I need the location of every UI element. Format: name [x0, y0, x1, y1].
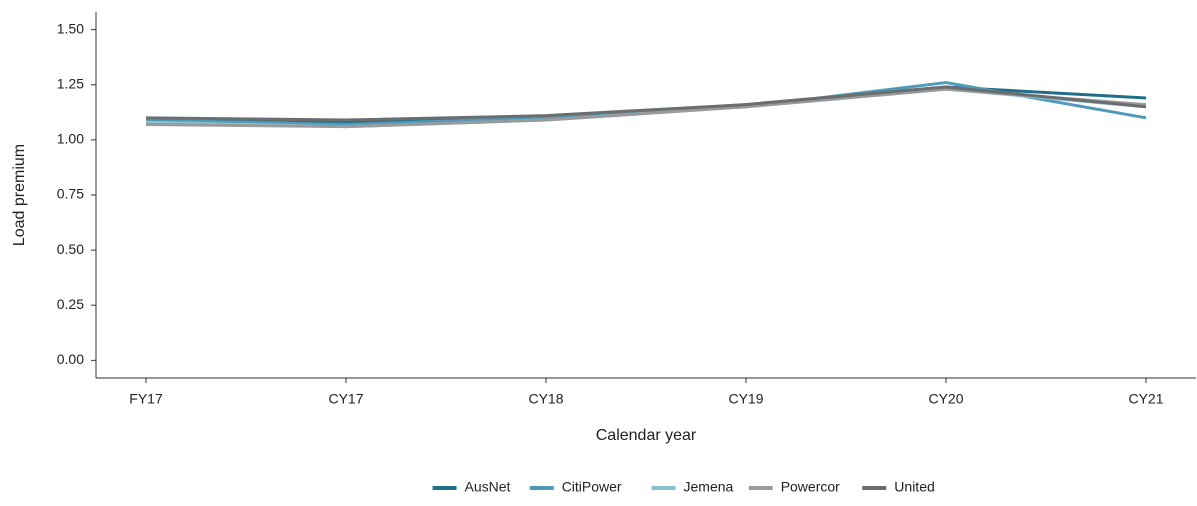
- line-series: [145, 85, 1147, 122]
- x-tick-label: CY20: [928, 391, 963, 407]
- x-tick-label: CY18: [528, 391, 563, 407]
- legend-label: AusNet: [465, 479, 511, 495]
- y-tick-label: 0.75: [57, 186, 84, 202]
- y-tick-label: 0.25: [57, 296, 84, 312]
- y-axis-title: Load premium: [11, 144, 28, 246]
- x-tick-label: CY17: [328, 391, 363, 407]
- y-tick-label: 1.00: [57, 131, 84, 147]
- x-tick-label: CY19: [728, 391, 763, 407]
- x-tick-label: CY21: [1128, 391, 1163, 407]
- y-tick-label: 1.50: [57, 20, 84, 36]
- x-tick-label: FY17: [129, 391, 163, 407]
- y-tick-label: 1.25: [57, 75, 84, 91]
- legend-label: CitiPower: [562, 479, 622, 495]
- legend-label: Jemena: [684, 479, 734, 495]
- y-tick-label: 0.00: [57, 351, 84, 367]
- y-tick-label: 0.50: [57, 241, 84, 257]
- x-axis-title: Calendar year: [596, 427, 697, 444]
- legend-label: United: [894, 479, 934, 495]
- legend-label: Powercor: [781, 479, 840, 495]
